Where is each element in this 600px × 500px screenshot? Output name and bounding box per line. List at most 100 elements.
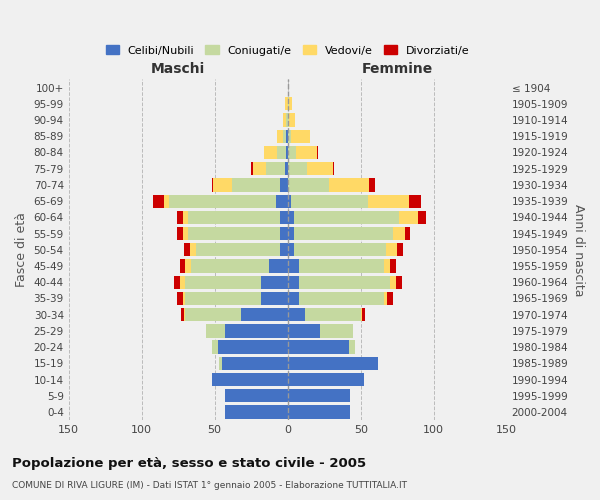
Bar [398,210,418,224]
Bar [269,260,287,272]
Bar [181,308,184,322]
Bar [307,162,333,175]
Bar [293,210,398,224]
Bar [277,130,283,143]
Bar [212,340,218,354]
Bar [177,210,182,224]
Bar [154,194,164,208]
Bar [349,340,355,354]
Bar [212,373,287,386]
Bar [222,356,287,370]
Text: Maschi: Maschi [151,62,205,76]
Bar [219,356,222,370]
Bar [287,260,299,272]
Legend: Celibi/Nubili, Coniugati/e, Vedovi/e, Divorziati/e: Celibi/Nubili, Coniugati/e, Vedovi/e, Di… [101,41,475,60]
Bar [188,210,280,224]
Bar [287,292,299,305]
Bar [182,292,185,305]
Bar [418,210,427,224]
Bar [179,276,185,289]
Bar [196,243,280,256]
Bar [333,162,334,175]
Bar [305,308,361,322]
Bar [289,114,295,126]
Bar [184,308,185,322]
Text: Femmine: Femmine [362,62,433,76]
Bar [266,162,285,175]
Bar [188,227,280,240]
Bar [287,130,290,143]
Bar [212,178,213,192]
Bar [241,308,287,322]
Bar [296,146,317,159]
Bar [287,114,289,126]
Bar [290,130,310,143]
Bar [286,114,287,126]
Bar [329,178,370,192]
Bar [287,389,350,402]
Bar [293,227,393,240]
Bar [262,292,287,305]
Bar [285,97,287,110]
Y-axis label: Fasce di età: Fasce di età [15,212,28,288]
Bar [368,194,409,208]
Bar [277,146,286,159]
Bar [280,227,287,240]
Bar [390,276,396,289]
Bar [370,178,376,192]
Bar [287,356,378,370]
Bar [387,292,393,305]
Bar [191,260,269,272]
Bar [174,276,179,289]
Bar [287,324,320,338]
Bar [185,260,191,272]
Bar [280,178,287,192]
Bar [213,178,232,192]
Bar [169,194,276,208]
Bar [396,276,401,289]
Bar [293,243,386,256]
Bar [390,260,396,272]
Bar [287,243,293,256]
Bar [384,292,387,305]
Bar [185,292,262,305]
Bar [289,97,292,110]
Bar [218,340,287,354]
Bar [409,194,421,208]
Bar [285,162,287,175]
Bar [290,194,368,208]
Bar [182,227,188,240]
Bar [190,243,196,256]
Bar [299,260,384,272]
Bar [287,373,364,386]
Bar [177,292,182,305]
Bar [185,308,241,322]
Y-axis label: Anni di nascita: Anni di nascita [572,204,585,296]
Bar [287,227,293,240]
Bar [361,308,362,322]
Bar [265,146,277,159]
Bar [404,227,410,240]
Bar [225,389,287,402]
Bar [182,210,188,224]
Bar [225,324,287,338]
Bar [283,114,286,126]
Bar [287,194,290,208]
Bar [206,324,225,338]
Bar [253,162,266,175]
Text: Popolazione per età, sesso e stato civile - 2005: Popolazione per età, sesso e stato civil… [12,458,366,470]
Bar [299,292,384,305]
Bar [185,276,262,289]
Bar [397,243,403,256]
Bar [287,406,350,418]
Bar [225,406,287,418]
Bar [177,227,182,240]
Bar [299,276,390,289]
Bar [287,97,289,110]
Text: COMUNE DI RIVA LIGURE (IM) - Dati ISTAT 1° gennaio 2005 - Elaborazione TUTTITALI: COMUNE DI RIVA LIGURE (IM) - Dati ISTAT … [12,481,407,490]
Bar [317,146,319,159]
Bar [286,130,287,143]
Bar [287,308,305,322]
Bar [280,243,287,256]
Bar [286,146,287,159]
